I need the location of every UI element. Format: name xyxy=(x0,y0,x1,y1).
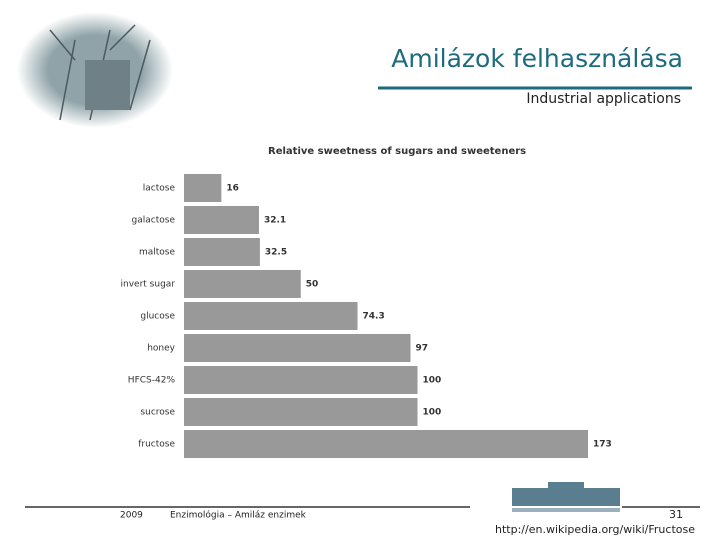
source-url: http://en.wikipedia.org/wiki/Fructose xyxy=(495,523,695,536)
bar xyxy=(184,334,411,362)
value-label: 74.3 xyxy=(363,312,385,322)
bar xyxy=(184,238,260,266)
plot-area: lactose 16 galactose 32.1 maltose 32.5 invert … xyxy=(121,174,612,458)
bar xyxy=(184,430,588,458)
value-label: 100 xyxy=(423,376,442,386)
category-label: invert sugar xyxy=(121,280,176,290)
value-label: 32.5 xyxy=(265,248,287,258)
footer-year: 2009 xyxy=(120,511,143,521)
category-label: HFCS-42% xyxy=(128,376,176,386)
value-label: 16 xyxy=(226,184,239,194)
value-label: 32.1 xyxy=(264,216,286,226)
bar xyxy=(184,206,259,234)
bar xyxy=(184,302,358,330)
value-label: 100 xyxy=(423,408,442,418)
slide-subtitle: Industrial applications xyxy=(526,91,681,107)
value-label: 173 xyxy=(593,440,612,450)
bar xyxy=(184,174,222,202)
category-label: lactose xyxy=(143,184,176,194)
bar xyxy=(184,366,418,394)
category-label: glucose xyxy=(140,312,175,322)
category-label: maltose xyxy=(139,248,176,258)
value-label: 97 xyxy=(416,344,429,354)
category-label: galactose xyxy=(132,216,176,226)
university-logo xyxy=(512,482,620,512)
chart-title: Relative sweetness of sugars and sweeten… xyxy=(268,146,526,157)
page-number: 31 xyxy=(669,508,683,521)
category-label: sucrose xyxy=(140,408,175,418)
bar xyxy=(184,398,418,426)
tree-branches xyxy=(49,24,151,121)
value-label: 50 xyxy=(306,280,319,290)
footer-text: Enzimológia – Amiláz enzimek xyxy=(170,510,307,521)
category-label: honey xyxy=(147,344,175,354)
category-label: fructose xyxy=(138,440,175,450)
slide-title: Amilázok felhasználása xyxy=(391,44,683,73)
bar xyxy=(184,270,301,298)
